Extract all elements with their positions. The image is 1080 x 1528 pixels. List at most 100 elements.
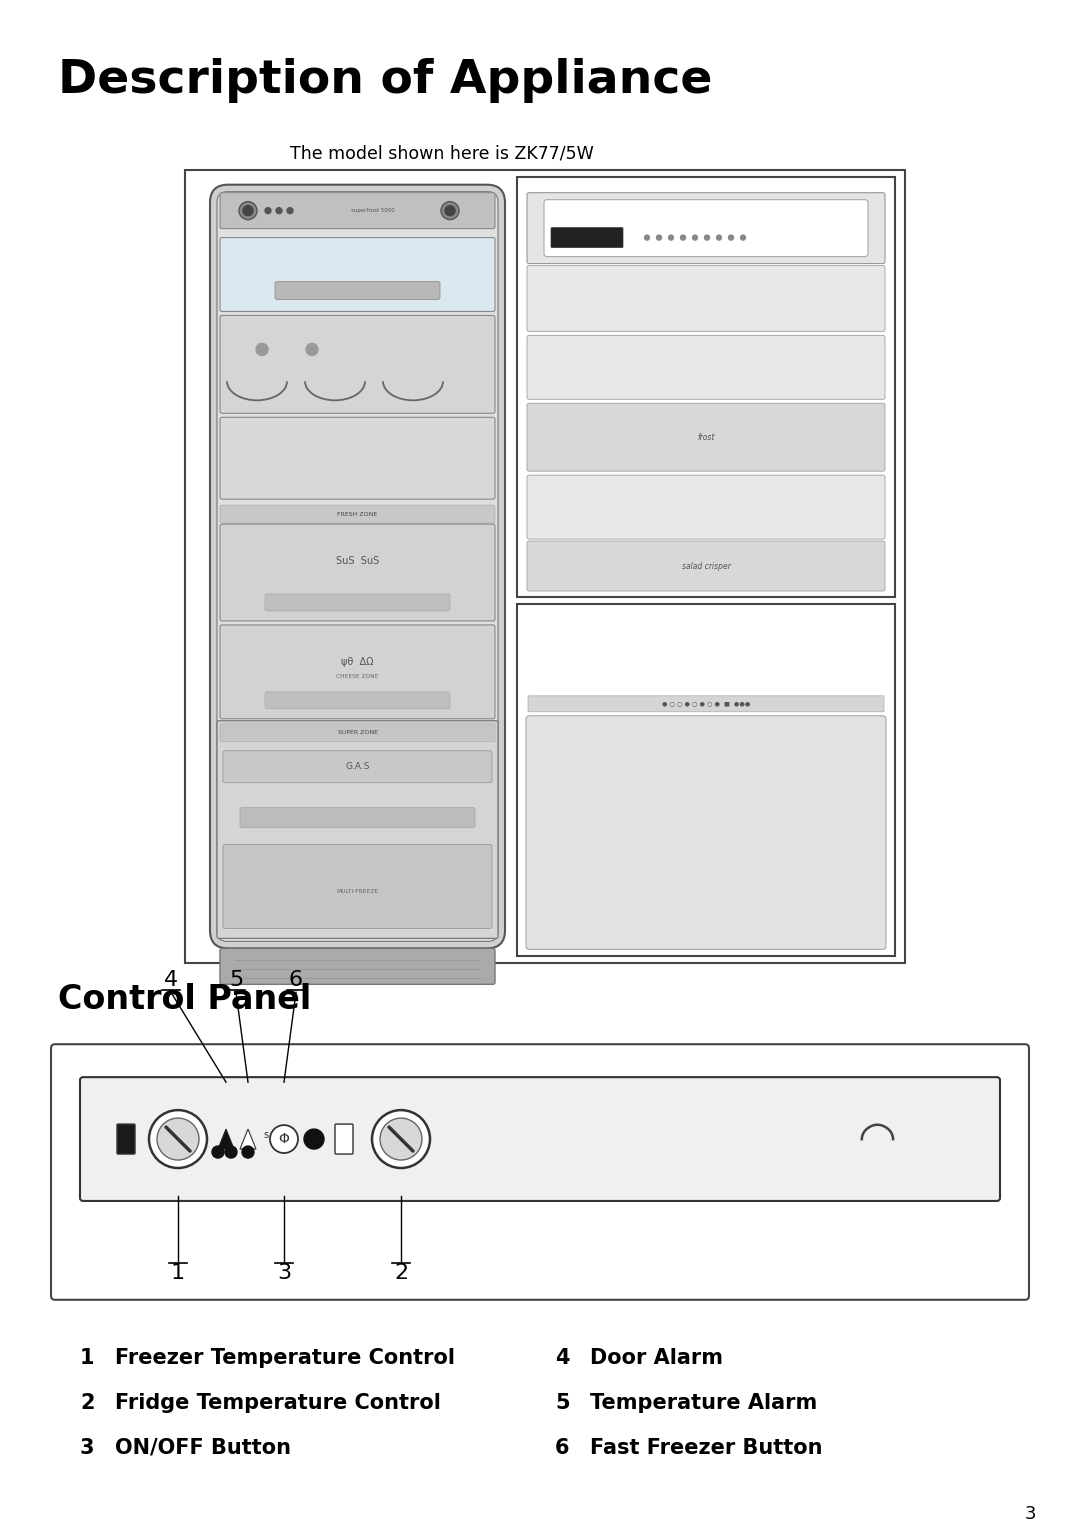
- Text: superfrost 5000: superfrost 5000: [351, 208, 394, 212]
- Text: 3: 3: [276, 1262, 292, 1284]
- FancyBboxPatch shape: [551, 228, 623, 248]
- Text: Control Panel: Control Panel: [58, 984, 311, 1016]
- FancyBboxPatch shape: [217, 721, 498, 938]
- Text: 1: 1: [171, 1262, 185, 1284]
- Text: FRESH ZONE: FRESH ZONE: [337, 512, 378, 516]
- FancyBboxPatch shape: [527, 266, 885, 332]
- FancyBboxPatch shape: [517, 604, 895, 957]
- Circle shape: [669, 235, 674, 240]
- Circle shape: [276, 208, 282, 214]
- Circle shape: [729, 235, 733, 240]
- Circle shape: [380, 1118, 422, 1160]
- FancyBboxPatch shape: [117, 1125, 135, 1154]
- Text: 5: 5: [555, 1392, 569, 1412]
- FancyBboxPatch shape: [220, 625, 495, 718]
- Text: 4: 4: [164, 970, 178, 990]
- Text: 1: 1: [80, 1348, 95, 1368]
- FancyBboxPatch shape: [222, 750, 492, 782]
- Text: Description of Appliance: Description of Appliance: [58, 58, 713, 102]
- Polygon shape: [240, 1129, 256, 1149]
- Circle shape: [212, 1146, 224, 1158]
- Circle shape: [306, 344, 318, 356]
- Circle shape: [303, 1129, 324, 1149]
- FancyBboxPatch shape: [527, 403, 885, 471]
- FancyBboxPatch shape: [222, 845, 492, 929]
- FancyBboxPatch shape: [527, 541, 885, 591]
- FancyBboxPatch shape: [210, 185, 505, 949]
- FancyBboxPatch shape: [544, 200, 868, 257]
- FancyBboxPatch shape: [527, 193, 885, 263]
- FancyBboxPatch shape: [220, 193, 495, 229]
- FancyBboxPatch shape: [220, 949, 495, 984]
- Text: ◠: ◠: [858, 1117, 896, 1161]
- Circle shape: [270, 1125, 298, 1154]
- Text: 5: 5: [229, 970, 243, 990]
- Text: SUPER ZONE: SUPER ZONE: [337, 730, 378, 735]
- Circle shape: [239, 202, 257, 220]
- Text: frost: frost: [698, 432, 715, 442]
- Circle shape: [157, 1118, 199, 1160]
- Text: ● ○ ○ ● ○ ● ○ ●  ■  ●●●: ● ○ ○ ● ○ ● ○ ● ■ ●●●: [662, 701, 751, 706]
- Text: The model shown here is ZK77/5W: The model shown here is ZK77/5W: [291, 145, 594, 163]
- Circle shape: [149, 1111, 207, 1167]
- Circle shape: [741, 235, 745, 240]
- Text: Φ: Φ: [279, 1132, 289, 1146]
- Text: ψθ  ΔΩ: ψθ ΔΩ: [341, 657, 374, 666]
- FancyBboxPatch shape: [220, 237, 495, 312]
- FancyBboxPatch shape: [240, 808, 475, 828]
- Text: Door Alarm: Door Alarm: [590, 1348, 723, 1368]
- Circle shape: [225, 1146, 237, 1158]
- Text: 3: 3: [80, 1438, 95, 1458]
- Text: SuS  SuS: SuS SuS: [336, 556, 379, 565]
- Text: 4: 4: [555, 1348, 569, 1368]
- Text: 6: 6: [289, 970, 303, 990]
- FancyBboxPatch shape: [527, 336, 885, 399]
- Circle shape: [645, 235, 649, 240]
- Circle shape: [680, 235, 686, 240]
- FancyBboxPatch shape: [220, 315, 495, 413]
- Circle shape: [657, 235, 661, 240]
- FancyBboxPatch shape: [527, 475, 885, 539]
- FancyBboxPatch shape: [220, 724, 495, 741]
- Text: Freezer Temperature Control: Freezer Temperature Control: [114, 1348, 455, 1368]
- FancyBboxPatch shape: [526, 715, 886, 949]
- Circle shape: [243, 206, 253, 215]
- Text: 2: 2: [80, 1392, 95, 1412]
- Circle shape: [445, 206, 455, 215]
- Text: Temperature Alarm: Temperature Alarm: [590, 1392, 818, 1412]
- Circle shape: [372, 1111, 430, 1167]
- FancyBboxPatch shape: [265, 594, 450, 611]
- Text: CHEESE ZONE: CHEESE ZONE: [336, 674, 379, 680]
- Circle shape: [265, 208, 271, 214]
- Text: 2: 2: [394, 1262, 408, 1284]
- Circle shape: [256, 344, 268, 356]
- FancyBboxPatch shape: [185, 170, 905, 963]
- Text: Fast Freezer Button: Fast Freezer Button: [590, 1438, 823, 1458]
- FancyBboxPatch shape: [275, 281, 440, 299]
- Text: Fridge Temperature Control: Fridge Temperature Control: [114, 1392, 441, 1412]
- FancyBboxPatch shape: [528, 695, 885, 712]
- Text: 6: 6: [555, 1438, 569, 1458]
- Circle shape: [441, 202, 459, 220]
- FancyBboxPatch shape: [517, 177, 895, 597]
- Circle shape: [287, 208, 293, 214]
- FancyBboxPatch shape: [51, 1044, 1029, 1300]
- FancyBboxPatch shape: [217, 191, 498, 941]
- Text: s: s: [264, 1131, 269, 1140]
- Circle shape: [704, 235, 710, 240]
- Text: 3: 3: [1024, 1505, 1036, 1523]
- Text: salad crisper: salad crisper: [681, 561, 730, 570]
- FancyBboxPatch shape: [220, 417, 495, 500]
- Text: G.A.S: G.A.S: [346, 762, 369, 772]
- Text: ON/OFF Button: ON/OFF Button: [114, 1438, 291, 1458]
- Circle shape: [692, 235, 698, 240]
- Text: MULTI-FREEZE: MULTI-FREEZE: [337, 889, 378, 894]
- FancyBboxPatch shape: [220, 524, 495, 620]
- Circle shape: [242, 1146, 254, 1158]
- Polygon shape: [218, 1129, 234, 1149]
- Circle shape: [716, 235, 721, 240]
- FancyBboxPatch shape: [335, 1125, 353, 1154]
- FancyBboxPatch shape: [80, 1077, 1000, 1201]
- FancyBboxPatch shape: [220, 506, 495, 523]
- FancyBboxPatch shape: [265, 692, 450, 709]
